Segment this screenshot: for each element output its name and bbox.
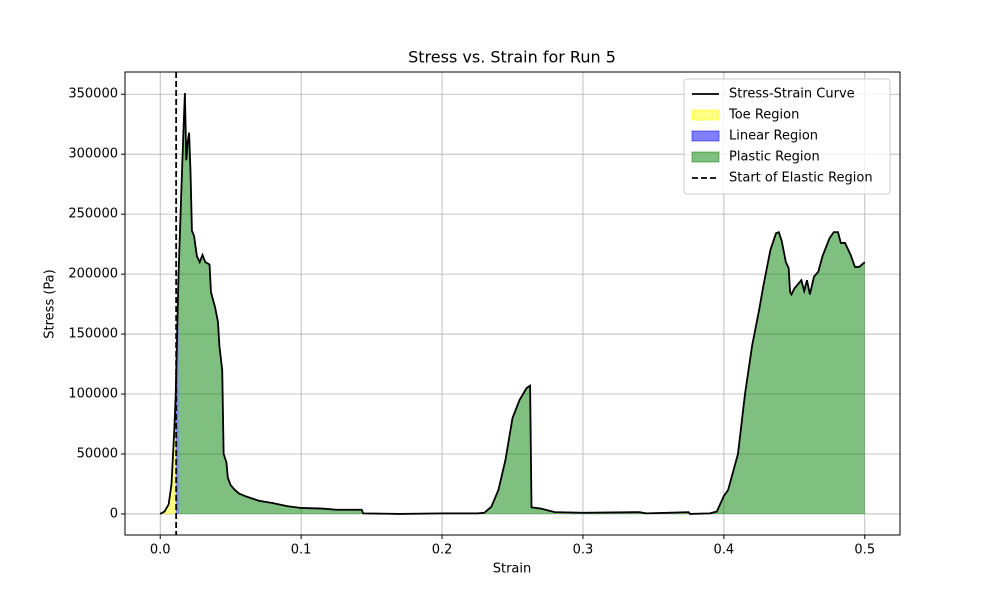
x-axis-label: Strain (493, 562, 532, 577)
plot-frame (124, 71, 901, 536)
y-tick-label: 150000 (68, 327, 118, 342)
legend-label: Toe Region (728, 108, 799, 123)
legend-label: Stress-Strain Curve (729, 87, 855, 102)
chart-title: Stress vs. Strain for Run 5 (408, 48, 616, 67)
y-tick-label: 300000 (68, 147, 118, 162)
legend-swatch (691, 151, 720, 163)
legend-label: Plastic Region (729, 150, 820, 165)
y-tick-label: 100000 (68, 387, 118, 402)
y-tick-label: 200000 (68, 267, 118, 282)
legend-swatch (691, 109, 720, 121)
legend-box (683, 78, 891, 195)
y-tick-label: 250000 (68, 207, 118, 222)
y-tick-label: 0 (110, 506, 118, 521)
y-tick-label: 50000 (77, 446, 118, 461)
y-axis-label: Stress (Pa) (43, 269, 58, 338)
y-tick-label: 350000 (68, 87, 118, 102)
legend-label: Start of Elastic Region (729, 171, 873, 186)
stress-curve (159, 93, 866, 515)
x-tick-label: 0.5 (854, 543, 875, 558)
x-tick-label: 0.1 (291, 543, 312, 558)
x-tick-label: 0.3 (573, 543, 594, 558)
x-tick-label: 0.4 (714, 543, 735, 558)
legend-label: Linear Region (729, 129, 818, 144)
x-tick-label: 0.2 (432, 543, 453, 558)
x-tick-label: 0.0 (150, 543, 171, 558)
legend-swatch (691, 130, 720, 142)
region-fill (178, 93, 865, 514)
